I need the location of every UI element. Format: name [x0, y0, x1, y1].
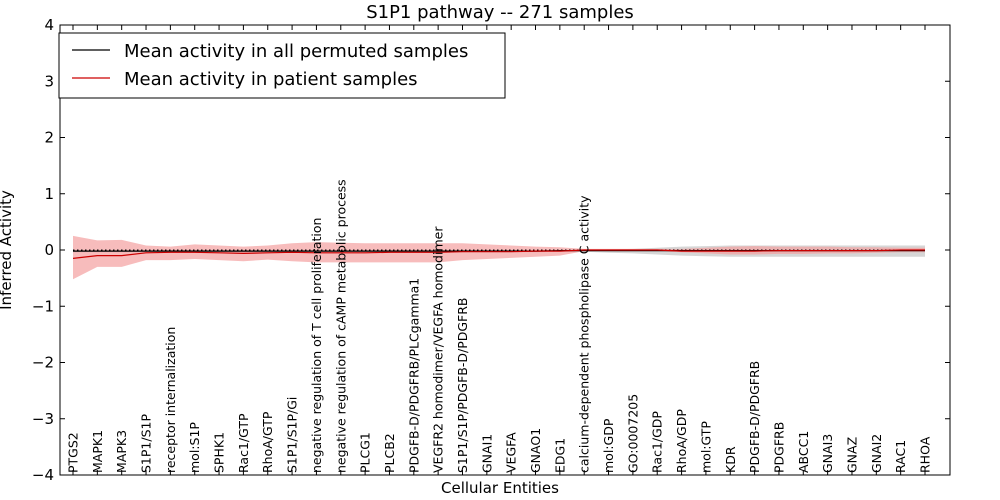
x-tick-label: mol:S1P — [187, 422, 202, 473]
series-line-patient — [72, 249, 925, 259]
y-tick-label: 2 — [44, 129, 54, 147]
x-tick-label: VEGFA — [504, 432, 519, 473]
x-tick-label: receptor internalization — [163, 327, 178, 473]
x-tick-label: negative regulation of T cell proliferat… — [309, 218, 324, 473]
x-tick-label: calcium-dependent phospholipase C activi… — [577, 195, 592, 473]
x-tick-label: KDR — [723, 446, 738, 473]
x-axis-label: Cellular Entities — [441, 479, 559, 497]
legend: Mean activity in all permuted samples Me… — [58, 32, 506, 99]
x-tick-label: RhoA/GDP — [674, 409, 689, 473]
y-tick-label: 0 — [44, 241, 54, 259]
x-tick-label: GNAO1 — [528, 428, 543, 473]
x-tick-label: mol:GTP — [698, 421, 713, 473]
x-tick-label: MAPK3 — [114, 430, 129, 473]
x-tick-label: RhoA/GTP — [260, 411, 275, 473]
x-tick-label: GNAZ — [845, 437, 860, 473]
x-tick-label: PLCG1 — [358, 432, 373, 473]
plot-frame — [59, 24, 951, 476]
legend-box — [58, 32, 506, 99]
y-axis: −4 −3 −2 −1 0 1 2 3 4 — [32, 16, 950, 484]
x-tick-label: GNAI1 — [479, 434, 494, 473]
y-tick-label: −3 — [32, 410, 54, 428]
x-tick-label: GO:0007205 — [625, 394, 640, 473]
x-tick-label: PDGFRB — [771, 422, 786, 473]
x-tick-label: S1P1/S1P/PDGFB-D/PDGFRB — [455, 298, 470, 474]
x-tick-label: Rac1/GDP — [650, 411, 665, 473]
x-tick-label: S1P1/S1P — [139, 414, 154, 473]
y-tick-label: −1 — [32, 297, 54, 315]
x-tick-label: SPHK1 — [212, 432, 227, 473]
y-tick-label: 4 — [44, 16, 54, 34]
x-tick-label: RAC1 — [893, 440, 908, 473]
legend-label-patient: Mean activity in patient samples — [124, 69, 418, 90]
x-tick-label: mol:GDP — [601, 418, 616, 473]
x-tick-label: PLCB2 — [382, 433, 397, 473]
x-tick-label: S1P1/S1P/Gi — [285, 397, 300, 473]
y-axis-label: Inferred Activity — [0, 190, 15, 310]
band-patient — [73, 235, 925, 280]
y-tick-label: −4 — [32, 466, 54, 484]
x-tick-label: negative regulation of cAMP metabolic pr… — [333, 179, 348, 473]
x-tick-label: PTGS2 — [66, 432, 81, 473]
legend-label-permuted: Mean activity in all permuted samples — [124, 41, 468, 62]
x-tick-label: ABCC1 — [796, 431, 811, 473]
chart-title: S1P1 pathway -- 271 samples — [366, 2, 634, 23]
y-tick-label: −2 — [32, 354, 54, 372]
x-tick-label: PDGFB-D/PDGFRB/PLCgamma1 — [406, 278, 421, 473]
x-axis: PTGS2 MAPK1 MAPK3 S1P1/S1P receptor internal… — [66, 25, 933, 475]
x-tick-label: PDGFB-D/PDGFRB — [747, 361, 762, 473]
series-lines — [72, 249, 926, 259]
x-tick-label: Rac1/GTP — [236, 413, 251, 473]
x-tick-label: GNAI3 — [820, 434, 835, 473]
x-tick-label: RHOA — [918, 436, 933, 473]
x-tick-label: MAPK1 — [90, 430, 105, 473]
x-tick-label: EDG1 — [552, 438, 567, 473]
x-tick-label: GNAI2 — [869, 434, 884, 473]
y-tick-label: 1 — [44, 185, 54, 203]
y-tick-label: 3 — [44, 72, 54, 90]
x-tick-label: VEGFR2 homodimer/VEGFA homodimer — [431, 226, 446, 473]
